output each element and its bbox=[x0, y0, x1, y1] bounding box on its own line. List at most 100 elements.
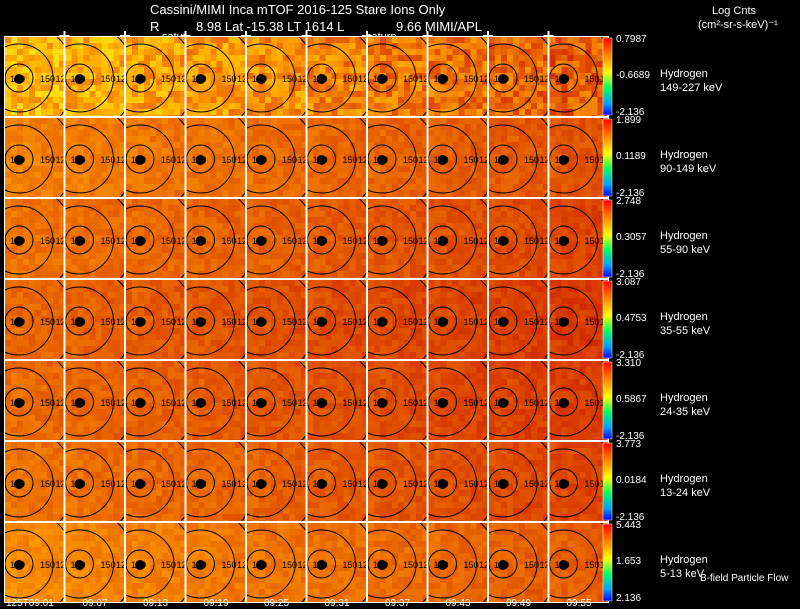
contour-label-180: 180 bbox=[131, 317, 146, 327]
contour-label-150: 150 bbox=[343, 155, 358, 165]
contour-label-150: 150 bbox=[585, 236, 600, 246]
grid-cross bbox=[422, 274, 433, 284]
contour-inner bbox=[65, 225, 94, 255]
contour-middle bbox=[247, 286, 296, 356]
panel-r1-c8: 180 150 12 bbox=[488, 117, 549, 198]
contour-label-12: 12 bbox=[177, 479, 187, 489]
saturn-marker bbox=[377, 398, 387, 408]
panel-r5-c8: 180 150 12 bbox=[488, 441, 549, 522]
saturn-marker bbox=[135, 479, 145, 489]
grid-cross bbox=[543, 436, 554, 446]
contour-label-180: 180 bbox=[71, 155, 86, 165]
grid-cross bbox=[180, 274, 191, 284]
time-tick-label: 09:25 bbox=[264, 598, 290, 609]
contour-inner bbox=[186, 63, 215, 93]
colorbar-max: 3.087 bbox=[616, 277, 642, 288]
time-tick-label: 09:49 bbox=[506, 598, 532, 609]
time-tick-label: 09:19 bbox=[203, 598, 229, 609]
bfield-label: B-field Particle Flow bbox=[700, 573, 789, 584]
contour-inner bbox=[126, 63, 155, 93]
grid-cross bbox=[543, 193, 554, 203]
grid-cross bbox=[362, 193, 372, 203]
contour-label-150: 150 bbox=[101, 155, 116, 165]
contour-label-12: 12 bbox=[177, 236, 187, 246]
contour-label-12: 12 bbox=[56, 74, 66, 84]
contour-label-180: 180 bbox=[71, 398, 86, 408]
contour-middle bbox=[5, 205, 54, 275]
contour-label-180: 180 bbox=[373, 560, 388, 570]
contour-label-150: 150 bbox=[161, 155, 176, 165]
time-tick-label: 09:43 bbox=[445, 598, 471, 609]
contour-inner bbox=[549, 387, 578, 417]
saturn-marker bbox=[135, 236, 145, 246]
contour-middle bbox=[368, 529, 417, 599]
contour-inner bbox=[186, 144, 215, 174]
contour-label-180: 180 bbox=[252, 74, 267, 84]
saturn-marker bbox=[498, 236, 508, 246]
contour-label-12: 12 bbox=[419, 398, 429, 408]
colorbar-max: 0.7987 bbox=[616, 34, 647, 45]
contour-label-12: 12 bbox=[298, 398, 308, 408]
contour-inner bbox=[549, 468, 578, 498]
contour-label-150: 150 bbox=[343, 317, 358, 327]
contour-label-150: 150 bbox=[524, 236, 539, 246]
contour-inner bbox=[65, 549, 94, 579]
panel-r4-c8: 180 150 12 bbox=[488, 360, 549, 441]
orbit-info: 8.98 Lat -15.38 LT 1614 L bbox=[196, 19, 345, 34]
panel-r0-c2: 180 150 12 bbox=[125, 36, 186, 117]
grid-cross bbox=[301, 31, 312, 41]
contour-label-150: 150 bbox=[101, 479, 116, 489]
panel-r4-c6: 180 150 12 bbox=[367, 360, 429, 441]
contour-label-180: 180 bbox=[555, 560, 570, 570]
contour-label-150: 150 bbox=[101, 560, 116, 570]
contour-label-150: 150 bbox=[40, 236, 55, 246]
saturn-marker bbox=[135, 317, 145, 327]
contour-inner bbox=[368, 144, 397, 174]
contour-inner bbox=[186, 306, 215, 336]
grid-cross bbox=[483, 355, 493, 365]
time-tick-label: 09:07 bbox=[82, 598, 108, 609]
saturn-marker bbox=[14, 155, 24, 165]
colorbar-min: -2.136 bbox=[616, 269, 645, 280]
contour-label-180: 180 bbox=[555, 398, 570, 408]
contour-label-180: 180 bbox=[434, 398, 449, 408]
contour-label-150: 150 bbox=[403, 398, 418, 408]
contour-inner bbox=[65, 306, 94, 336]
contour-label-150: 150 bbox=[222, 74, 237, 84]
contour-label-12: 12 bbox=[540, 74, 550, 84]
contour-label-180: 180 bbox=[373, 155, 388, 165]
contour-label-180: 180 bbox=[434, 155, 449, 165]
contour-middle bbox=[489, 286, 538, 356]
contour-label-12: 12 bbox=[56, 560, 66, 570]
r-label: R bbox=[150, 19, 160, 34]
contour-label-180: 180 bbox=[313, 560, 328, 570]
contour-label-180: 180 bbox=[252, 398, 267, 408]
contour-inner bbox=[307, 306, 336, 336]
colorbar-2 bbox=[603, 200, 612, 277]
contour-label-180: 180 bbox=[494, 479, 509, 489]
grid-cross bbox=[59, 517, 70, 527]
grid-cross bbox=[180, 436, 191, 446]
contour-middle bbox=[307, 529, 356, 599]
row-label: Hydrogen 24-35 keV bbox=[660, 391, 710, 419]
contour-label-150: 150 bbox=[585, 398, 600, 408]
contour-middle bbox=[489, 448, 538, 518]
contour-middle bbox=[65, 286, 114, 356]
contour-label-180: 180 bbox=[10, 398, 25, 408]
panel-r1-c7: 180 150 12 bbox=[427, 117, 488, 198]
grid-cross bbox=[362, 112, 372, 122]
contour-label-150: 150 bbox=[282, 479, 297, 489]
saturn-marker bbox=[498, 398, 508, 408]
grid-cross bbox=[241, 436, 251, 446]
saturn-marker bbox=[498, 74, 508, 84]
panel-r6-c5: 180 150 12 bbox=[306, 522, 367, 603]
panel-r2-c6: 180 150 12 bbox=[367, 198, 428, 279]
time-tick-label: 09:37 bbox=[385, 598, 411, 609]
panel-r2-c0: 180 150 12 bbox=[4, 198, 65, 279]
panel-r4-c4: 180 150 12 bbox=[246, 360, 308, 441]
contour-label-12: 12 bbox=[56, 317, 66, 327]
grid-cross bbox=[120, 274, 130, 284]
colorbar-mid: -0.6689 bbox=[616, 70, 650, 81]
contour-inner bbox=[428, 306, 457, 336]
contour-label-12: 12 bbox=[419, 155, 429, 165]
